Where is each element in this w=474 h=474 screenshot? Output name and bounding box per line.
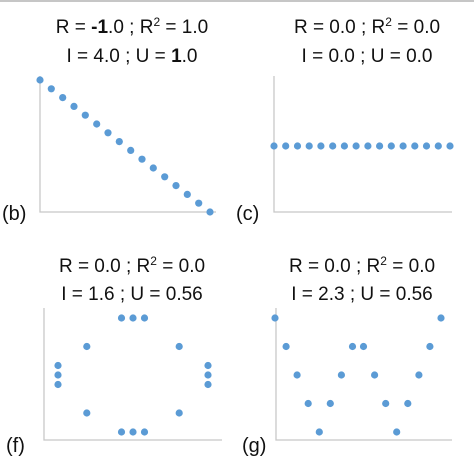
panel-g-point: [326, 399, 334, 408]
panel-c-point: [411, 142, 419, 150]
panel-f-title-line-2: I = 1.6 ; U = 0.56: [61, 284, 203, 305]
panel-b-point: [127, 146, 135, 154]
panel-f-point: [204, 361, 212, 370]
panel-b-title-line-1: R = -1.0 ; R2 = 1.0: [56, 15, 208, 38]
panel-g-point: [415, 371, 423, 379]
panel-f-point: [175, 342, 183, 351]
panel-g-point: [393, 428, 401, 436]
panel-b-point: [115, 138, 123, 146]
panel-c-point: [446, 142, 454, 150]
panel-c-point: [399, 142, 407, 150]
panel-c-point: [329, 142, 337, 150]
panel-c-label: (c): [236, 203, 259, 225]
panel-b-point: [70, 102, 78, 110]
panel-g-point: [271, 314, 279, 322]
panel-g-point: [337, 371, 345, 379]
panel-b-point: [183, 190, 191, 198]
panel-f-point: [129, 314, 137, 322]
panel-c-point: [364, 142, 372, 150]
panel-c-axes: [273, 76, 452, 213]
panel-f-point: [175, 409, 183, 417]
panel-g-point: [404, 399, 412, 408]
panel-f-point: [54, 371, 62, 379]
panel-g: R = 0.0 ; R2 = 0.0 I = 2.3 ; U = 0.56 (g…: [242, 254, 452, 457]
panel-f-point: [204, 371, 212, 379]
panel-g-point: [382, 399, 390, 408]
panel-b-point: [81, 111, 89, 119]
panel-g-point: [315, 428, 323, 436]
panel-f-title-line-1: R = 0.0 ; R2 = 0.0: [59, 254, 205, 277]
panel-b-point: [161, 173, 169, 181]
panel-b-label: (b): [2, 203, 26, 225]
panel-f-point: [54, 361, 62, 370]
panel-g-point: [426, 342, 434, 351]
panel-c-point: [422, 142, 431, 150]
panel-f-axes: [43, 308, 222, 441]
panel-f-point: [54, 380, 62, 389]
panel-b-point: [93, 120, 101, 128]
panel-b-point: [59, 94, 67, 102]
panel-c-point: [340, 142, 348, 150]
panel-b-point: [36, 76, 44, 84]
panel-g-point: [304, 399, 312, 408]
panel-g-label: (g): [242, 435, 266, 457]
panel-b-point: [47, 85, 55, 93]
panel-b-point: [138, 155, 146, 163]
panel-c-point: [305, 142, 313, 150]
panel-f-points: [54, 314, 212, 436]
panel-c: R = 0.0 ; R2 = 0.0 I = 0.0 ; U = 0.0 (c): [236, 15, 454, 225]
panel-g-points: [271, 314, 445, 436]
panel-c-points: [270, 142, 454, 150]
panel-b-point: [206, 208, 214, 216]
panel-f: R = 0.0 ; R2 = 0.0 I = 1.6 ; U = 0.56 (f…: [6, 254, 222, 457]
panel-c-title-line-2: I = 0.0 ; U = 0.0: [302, 46, 433, 67]
panel-c-point: [352, 142, 360, 150]
panel-f-point: [140, 314, 149, 322]
panel-g-point: [359, 342, 368, 351]
panel-f-point: [204, 380, 212, 389]
panel-b-title-line-2: I = 4.0 ; U = 1.0: [67, 46, 198, 67]
panel-c-point: [376, 142, 384, 150]
panel-b-point: [172, 182, 180, 190]
panel-f-point: [117, 314, 126, 322]
panel-b-point: [104, 129, 112, 137]
panel-g-title-line-1: R = 0.0 ; R2 = 0.0: [289, 254, 435, 277]
panel-g-axes: [275, 308, 452, 441]
panel-c-point: [317, 142, 325, 150]
panel-g-point: [371, 371, 379, 379]
panel-f-point: [129, 428, 137, 436]
panel-b-axes: [39, 76, 216, 213]
panel-f-point: [117, 428, 126, 436]
panel-f-point: [83, 342, 91, 351]
panel-g-title-line-2: I = 2.3 ; U = 0.56: [291, 284, 433, 305]
panel-b-points: [36, 76, 214, 216]
panel-b-point: [195, 199, 203, 207]
panel-g-point: [437, 314, 445, 322]
panel-b: R = -1.0 ; R2 = 1.0 I = 4.0 ; U = 1.0 (b…: [2, 15, 216, 225]
panel-c-point: [387, 142, 395, 150]
panel-c-point: [434, 142, 442, 150]
panel-c-title-line-1: R = 0.0 ; R2 = 0.0: [294, 15, 440, 38]
panel-b-point: [149, 164, 157, 172]
panel-f-point: [140, 428, 149, 436]
panel-f-point: [83, 409, 91, 417]
panel-g-point: [282, 342, 290, 351]
panel-f-label: (f): [6, 435, 25, 457]
panel-c-point: [270, 142, 278, 150]
panel-g-point: [348, 342, 357, 351]
panel-g-point: [293, 371, 301, 379]
panel-c-point: [293, 142, 302, 150]
panel-c-point: [282, 142, 290, 150]
